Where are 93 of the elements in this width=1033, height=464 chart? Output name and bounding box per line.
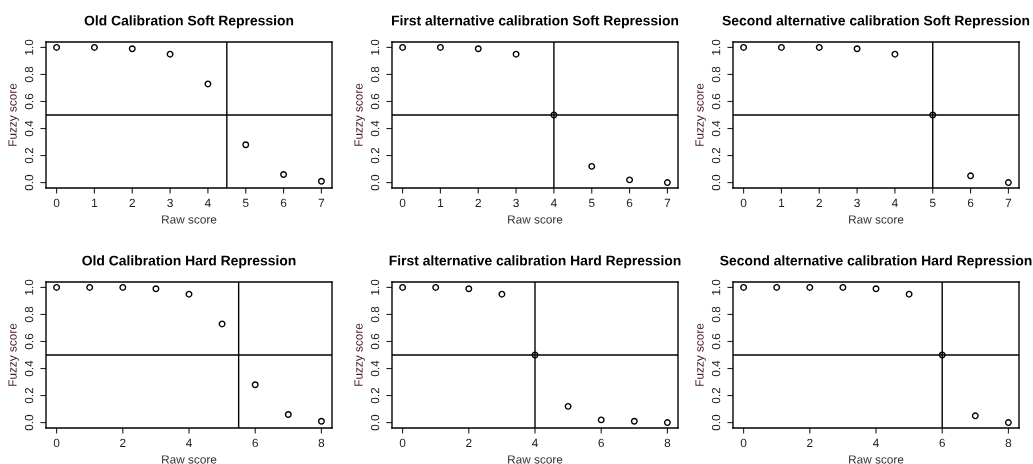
x-tick-label: 6	[252, 438, 258, 448]
y-tick-label: 1.0	[24, 39, 34, 55]
y-axis-title: Fuzzy score	[354, 83, 366, 146]
chart-title: Old Calibration Hard Repression	[82, 255, 296, 269]
x-tick-label: 0	[53, 198, 60, 208]
x-tick-label: 8	[1005, 438, 1012, 448]
y-tick-label: 0.0	[370, 174, 380, 191]
x-tick-label: 6	[967, 198, 974, 208]
y-tick-label: 0.4	[711, 360, 721, 377]
x-tick-label: 7	[664, 198, 671, 207]
y-tick-label: 0.8	[711, 66, 721, 83]
y-tick-label: 0.4	[24, 120, 34, 137]
y-tick-label: 0.2	[24, 387, 34, 404]
y-tick-label: 0.8	[370, 66, 380, 83]
y-axis-title: Fuzzy score	[8, 83, 20, 146]
y-tick-label: 0.2	[370, 387, 380, 404]
x-tick-label: 5	[242, 198, 249, 208]
y-tick-label: 0.8	[711, 306, 721, 323]
x-tick-label: 3	[513, 198, 519, 208]
y-tick-label: 1.0	[711, 279, 721, 295]
y-tick-label: 0.6	[711, 333, 721, 350]
x-tick-label: 4	[872, 438, 879, 447]
x-axis-title: Raw score	[508, 455, 563, 464]
x-axis-title: Raw score	[162, 215, 217, 224]
x-tick-label: 1	[438, 198, 444, 207]
x-tick-label: 4	[550, 198, 557, 207]
x-tick-label: 4	[204, 198, 211, 207]
y-tick-label: 0.4	[711, 120, 721, 137]
x-axis-title: Raw score	[162, 455, 217, 464]
y-tick-label: 1.0	[370, 279, 380, 295]
y-tick-label: 0.4	[370, 120, 380, 137]
y-tick-label: 0.0	[24, 414, 34, 431]
x-tick-label: 4	[891, 198, 898, 207]
x-tick-label: 0	[53, 438, 60, 448]
y-tick-label: 0.8	[24, 66, 34, 83]
x-tick-label: 3	[167, 198, 173, 208]
x-tick-label: 2	[129, 198, 135, 207]
y-tick-label: 0.6	[370, 93, 380, 110]
y-tick-label: 0.6	[24, 93, 34, 110]
y-tick-label: 0.6	[711, 93, 721, 110]
x-tick-label: 6	[280, 198, 287, 208]
x-tick-label: 6	[626, 198, 633, 208]
x-tick-label: 1	[779, 198, 785, 207]
x-tick-label: 8	[664, 438, 671, 448]
y-tick-label: 1.0	[24, 279, 34, 295]
y-tick-label: 1.0	[370, 39, 380, 55]
chart-title: Old Calibration Soft Repression	[84, 15, 294, 29]
y-tick-label: 0.2	[370, 147, 380, 164]
y-tick-label: 0.2	[711, 387, 721, 404]
x-axis-title: Raw score	[849, 455, 904, 464]
x-tick-label: 0	[399, 198, 406, 208]
x-tick-label: 5	[588, 198, 595, 208]
y-tick-label: 0.2	[711, 147, 721, 164]
y-tick-label: 0.4	[370, 360, 380, 377]
y-axis-title: Fuzzy score	[354, 323, 366, 386]
x-tick-label: 0	[740, 438, 747, 448]
chart-title: Second alternative calibration Soft Repression	[722, 15, 1030, 29]
y-tick-label: 0.6	[370, 333, 380, 350]
x-axis-title: Raw score	[508, 215, 563, 224]
y-tick-label: 0.6	[24, 333, 34, 350]
x-tick-label: 0	[399, 438, 406, 448]
y-tick-label: 0.2	[24, 147, 34, 164]
chart-title: First alternative calibration Hard Repression	[389, 255, 681, 269]
x-tick-label: 6	[598, 438, 604, 448]
x-axis-title: Raw score	[849, 215, 904, 224]
x-tick-label: 3	[854, 198, 860, 208]
x-tick-label: 2	[816, 198, 822, 207]
x-tick-label: 8	[318, 438, 325, 448]
y-tick-label: 0.8	[24, 306, 34, 323]
y-tick-label: 0.0	[370, 414, 380, 431]
chart-title: Second alternative calibration Hard Repression	[720, 255, 1032, 269]
x-tick-label: 7	[1005, 198, 1012, 207]
chart-title: First alternative calibration Soft Repression	[392, 15, 679, 29]
x-tick-label: 6	[939, 438, 945, 448]
x-tick-label: 2	[120, 438, 126, 447]
x-tick-label: 2	[807, 438, 813, 447]
y-axis-title: Fuzzy score	[695, 323, 707, 386]
x-tick-label: 0	[740, 198, 747, 208]
y-tick-label: 1.0	[711, 39, 721, 55]
x-tick-label: 5	[929, 198, 936, 208]
x-tick-label: 7	[318, 198, 325, 207]
y-axis-title: Fuzzy score	[8, 323, 20, 386]
y-tick-label: 0.4	[24, 360, 34, 377]
x-tick-label: 1	[92, 198, 98, 207]
y-tick-label: 0.0	[711, 174, 721, 191]
y-tick-label: 0.0	[24, 174, 34, 191]
x-tick-label: 2	[475, 198, 481, 207]
x-tick-label: 2	[466, 438, 472, 447]
y-tick-label: 0.0	[711, 414, 721, 431]
y-axis-title: Fuzzy score	[695, 83, 707, 146]
x-tick-label: 4	[531, 438, 538, 447]
y-tick-label: 0.8	[370, 306, 380, 323]
x-tick-label: 4	[185, 438, 192, 447]
